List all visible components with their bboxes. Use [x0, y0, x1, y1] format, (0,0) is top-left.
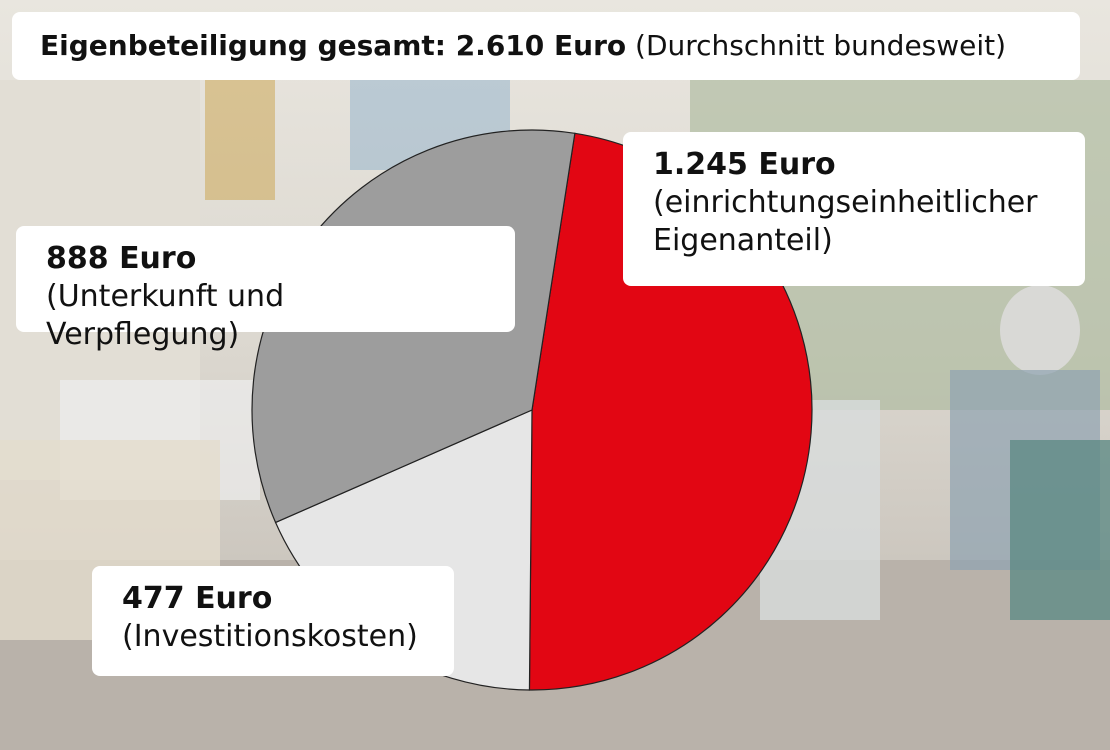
category-label: (einrichtungseinheitlicher [653, 185, 1038, 220]
category-label: (Investitionskosten) [122, 619, 418, 654]
category-label: (Unterkunft und Verpflegung) [46, 279, 285, 352]
value-label: 1.245 Euro [653, 147, 836, 182]
value-label: 477 Euro [122, 581, 273, 616]
label-unterkunft: 888 Euro (Unterkunft und Verpflegung) [16, 226, 515, 352]
chart-title: Eigenbeteiligung gesamt: 2.610 Euro (Dur… [12, 12, 1080, 80]
label-investitionskosten: 477 Euro (Investitionskosten) [92, 566, 454, 676]
value-label: 888 Euro [46, 241, 197, 276]
category-label: Eigenanteil) [653, 223, 833, 258]
title-normal: (Durchschnitt bundesweit) [635, 29, 1007, 62]
title-bold: Eigenbeteiligung gesamt: 2.610 Euro [40, 29, 627, 62]
label-eigenanteil: 1.245 Euro (einrichtungseinheitlicher Ei… [623, 132, 1085, 286]
